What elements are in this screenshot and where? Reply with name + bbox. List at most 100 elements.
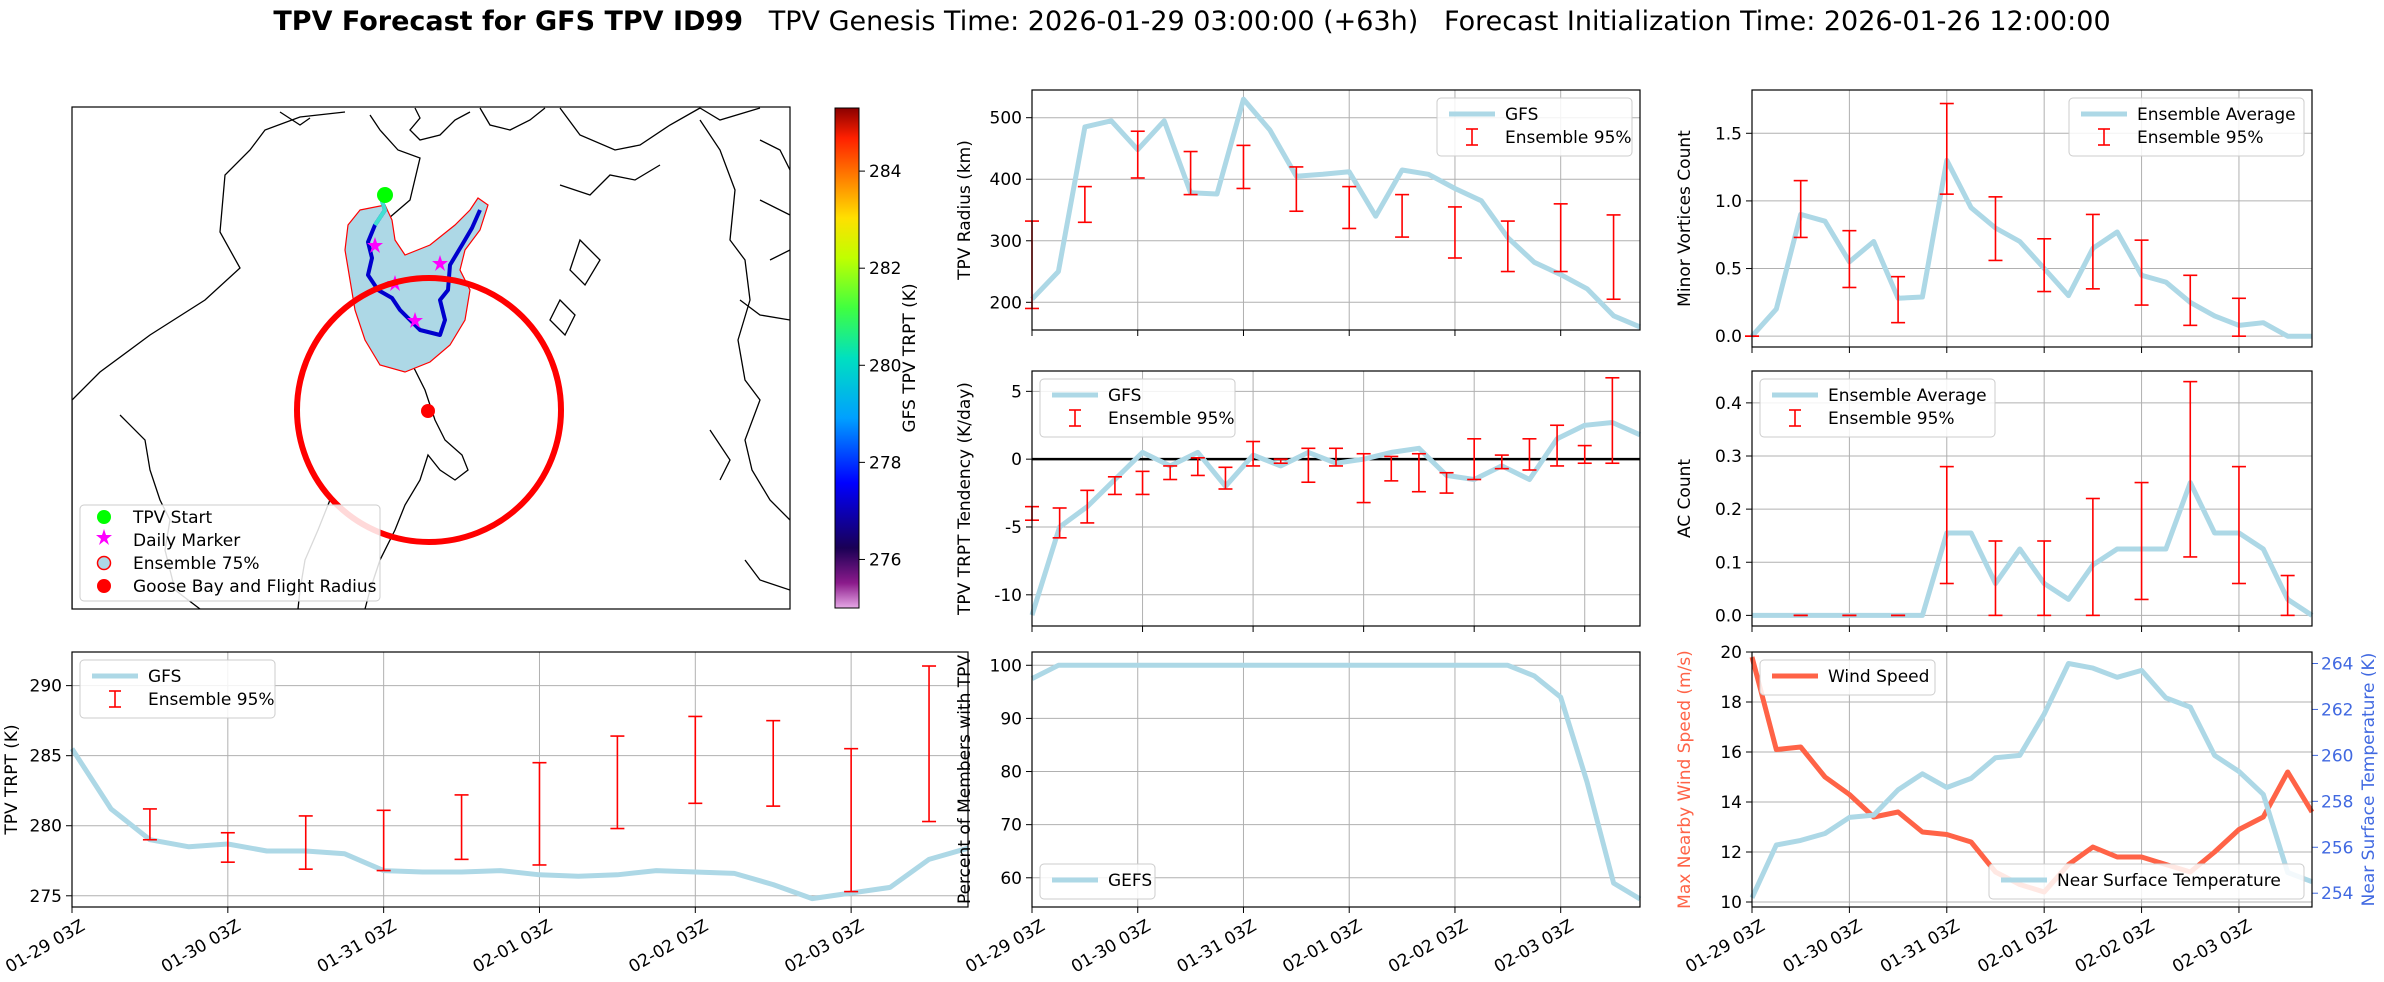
legend-tpv-start-icon	[97, 510, 111, 524]
x-tick-label: 02-01 03Z	[470, 916, 556, 977]
legend: Ensemble Average Ensemble 95%	[1759, 378, 1996, 438]
colorbar-tick-label: 284	[869, 162, 901, 182]
figure-title-bold: TPV Forecast for GFS TPV ID99	[273, 6, 743, 37]
plot-frame	[1751, 89, 2313, 348]
legend-label: Ensemble 95%	[148, 690, 275, 710]
legend-label: Ensemble 95%	[1505, 128, 1632, 148]
legend-box	[1759, 378, 1996, 438]
y-right-tick-label: 258	[2321, 792, 2353, 812]
legend-label-daily-marker: Daily Marker	[133, 531, 240, 551]
legend: Ensemble Average Ensemble 95%	[2068, 97, 2305, 157]
y-tick-label: 70	[1000, 816, 1022, 836]
y-tick-label: 5	[1011, 382, 1022, 402]
y-tick-label: 0	[1011, 450, 1022, 470]
map-frame	[71, 106, 791, 610]
legend: GEFS	[1039, 863, 1156, 900]
y-tick-label: 80	[1000, 763, 1022, 783]
legend-label: Ensemble Average	[1828, 386, 1987, 406]
x-tick-label: 01-30 03Z	[1068, 916, 1154, 977]
map-panel: TPV Start Daily Marker Ensemble 75% Goos…	[71, 106, 920, 610]
y-axis-label: AC Count	[1675, 459, 1695, 538]
plot-frame	[1031, 370, 1641, 627]
legend-label: Ensemble Average	[2137, 105, 2296, 125]
series-line-primary	[1030, 96, 1641, 330]
x-tick-label: 02-01 03Z	[1974, 916, 2060, 977]
x-tick-label: 01-29 03Z	[2, 916, 88, 977]
y-tick-label: 0.5	[1715, 260, 1742, 280]
y-right-tick-label: 262	[2321, 700, 2353, 720]
chart-trpt: 275 280 285 290 01-29 03Z 01-30 03Z 01-31 03Z 0…	[2, 651, 969, 977]
colorbar-tick-label: 276	[869, 550, 901, 570]
y-tick-label: 400	[990, 170, 1022, 190]
x-tick-label: 02-03 03Z	[1491, 916, 1577, 977]
colorbar	[834, 107, 860, 609]
y-tick-label: 0.1	[1715, 553, 1742, 573]
y-axis-label: Max Nearby Wind Speed (m/s)	[1675, 650, 1695, 909]
y-axis-label: Percent of Members with TPV	[955, 655, 975, 904]
y-tick-label: 0.0	[1715, 606, 1742, 626]
y-tick-label: 90	[1000, 709, 1022, 729]
x-tick-label: 02-01 03Z	[1279, 916, 1365, 977]
y-tick-label: 16	[1720, 743, 1742, 763]
x-tick-label: 02-03 03Z	[781, 916, 867, 977]
legend-goose-bay-icon	[97, 579, 111, 593]
series-line-primary	[69, 747, 969, 902]
y-tick-label: 0.4	[1715, 394, 1742, 414]
plot-frame	[1031, 89, 1641, 331]
legend-daily-marker-icon	[96, 529, 112, 545]
x-tick-label: 01-31 03Z	[1174, 916, 1260, 977]
plot-frame	[1751, 370, 2313, 627]
x-tick-label: 01-31 03Z	[1877, 916, 1963, 977]
colorbar-ticks: 276 278 280 282 284	[859, 162, 901, 570]
legend-ensemble-75-icon	[96, 555, 112, 571]
y-tick-label: 200	[990, 293, 1022, 313]
legend-label: Wind Speed	[1828, 667, 1929, 687]
y-tick-label: -5	[1005, 518, 1022, 538]
x-tick-label: 01-29 03Z	[1682, 916, 1768, 977]
legend-box	[2068, 97, 2305, 157]
x-tick-label: 01-30 03Z	[1780, 916, 1866, 977]
y-axis-label: Minor Vortices Count	[1675, 130, 1695, 307]
y-tick-label: 14	[1720, 793, 1742, 813]
y-axis-label: TPV Radius (km)	[955, 140, 975, 281]
legend-label: GEFS	[1108, 871, 1152, 891]
series-line-primary	[1750, 157, 2312, 339]
legend: GFS Ensemble 95%	[1039, 378, 1236, 438]
y-tick-label: 18	[1720, 693, 1742, 713]
y-tick-label: 275	[30, 887, 62, 907]
ensemble-75-envelope	[344, 197, 489, 373]
y-tick-label: 60	[1000, 869, 1022, 889]
legend-label-goose-bay: Goose Bay and Flight Radius	[133, 577, 377, 597]
y-tick-label: 12	[1720, 843, 1742, 863]
colorbar-label: GFS TPV TRPT (K)	[900, 283, 920, 432]
legend-label: Ensemble 95%	[1108, 409, 1235, 429]
plot-frame	[1751, 651, 2313, 908]
goose-bay-flight-radius	[294, 275, 564, 545]
y-tick-label: -10	[994, 586, 1022, 606]
map-coastlines	[72, 107, 790, 609]
charts-layer: 200 300 400 500 TPV Radius (km) GFS Ensemble 9…	[2, 89, 2379, 977]
y-tick-label: 1.5	[1715, 124, 1742, 144]
y-tick-label: 300	[990, 232, 1022, 252]
y-tick-label: 500	[990, 109, 1022, 129]
y-tick-label: 0.3	[1715, 447, 1742, 467]
y-tick-label: 100	[990, 656, 1022, 676]
x-tick-label: 01-29 03Z	[962, 916, 1048, 977]
y-axis-label: TPV TRPT (K)	[2, 724, 22, 835]
legend-label: GFS	[1108, 386, 1141, 406]
y-tick-label: 0.2	[1715, 500, 1742, 520]
y-right-tick-label: 256	[2321, 838, 2353, 858]
legend-label-ensemble-75: Ensemble 75%	[133, 554, 260, 574]
x-tick-label: 02-02 03Z	[2072, 916, 2158, 977]
legend-box	[1988, 863, 2305, 900]
y-tick-label: 1.0	[1715, 192, 1742, 212]
chart-tendency: -10 -5 0 5 TPV TRPT Tendency (K/day) GFS Ensem…	[955, 370, 1642, 632]
plot-frame	[1031, 651, 1641, 908]
legend: Near Surface Temperature	[1988, 863, 2305, 900]
tpv-start-marker	[377, 187, 393, 203]
figure-title: TPV Forecast for GFS TPV ID99 TPV Genesi…	[0, 4, 2384, 40]
series-line-secondary	[1749, 661, 2313, 899]
y-right-tick-label: 254	[2321, 884, 2353, 904]
x-tick-label: 02-03 03Z	[2169, 916, 2255, 977]
